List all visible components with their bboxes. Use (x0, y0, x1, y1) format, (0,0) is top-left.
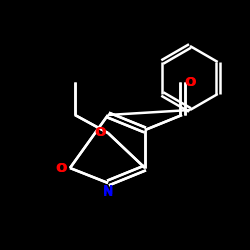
Text: O: O (185, 76, 195, 88)
Text: O: O (56, 162, 66, 174)
Text: N: N (103, 186, 113, 198)
Text: O: O (95, 126, 105, 140)
Text: O: O (186, 76, 196, 88)
Text: N: N (103, 184, 113, 198)
Text: O: O (96, 126, 106, 140)
Text: O: O (57, 162, 67, 174)
